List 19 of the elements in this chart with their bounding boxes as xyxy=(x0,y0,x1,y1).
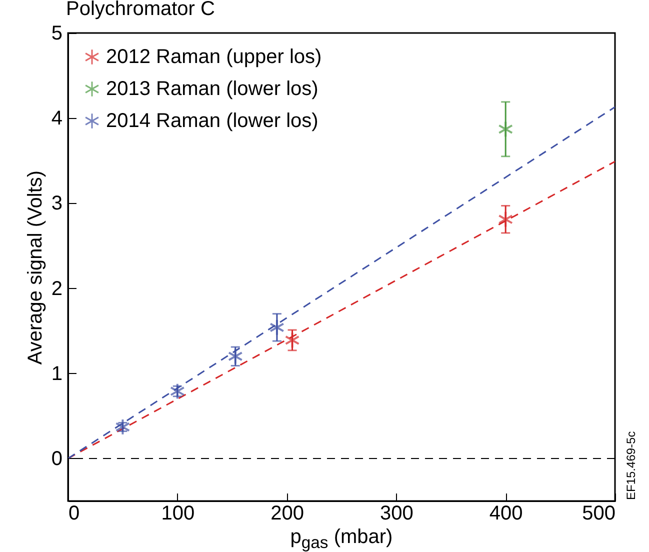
y-tick-label: 5 xyxy=(51,22,62,44)
legend-label: 2012 Raman (upper los) xyxy=(106,46,322,68)
legend-label: 2014 Raman (lower los) xyxy=(106,110,318,132)
legend-label: 2013 Raman (lower los) xyxy=(106,78,318,100)
y-tick-label: 3 xyxy=(51,192,62,215)
x-tick-label: 0 xyxy=(68,502,80,524)
chart-title: Polychromator C xyxy=(66,0,215,20)
x-tick-label: 500 xyxy=(582,502,616,524)
x-axis-title: p$_{gas}$ (mbar) xyxy=(289,526,394,552)
x-tick-label: 200 xyxy=(270,502,304,524)
y-tick-label: 2 xyxy=(51,278,62,300)
y-tick-label: 0 xyxy=(51,448,62,470)
x-tick-label: 300 xyxy=(380,502,414,524)
text: EF15.469-5c xyxy=(624,431,638,500)
x-tick-label: 100 xyxy=(161,502,195,524)
y-axis-title: Average signal (Volts) xyxy=(24,170,46,365)
y-tick-label: 4 xyxy=(51,108,62,130)
x-tick-label: 400 xyxy=(489,502,523,524)
y-tick-label: 1 xyxy=(51,362,62,385)
